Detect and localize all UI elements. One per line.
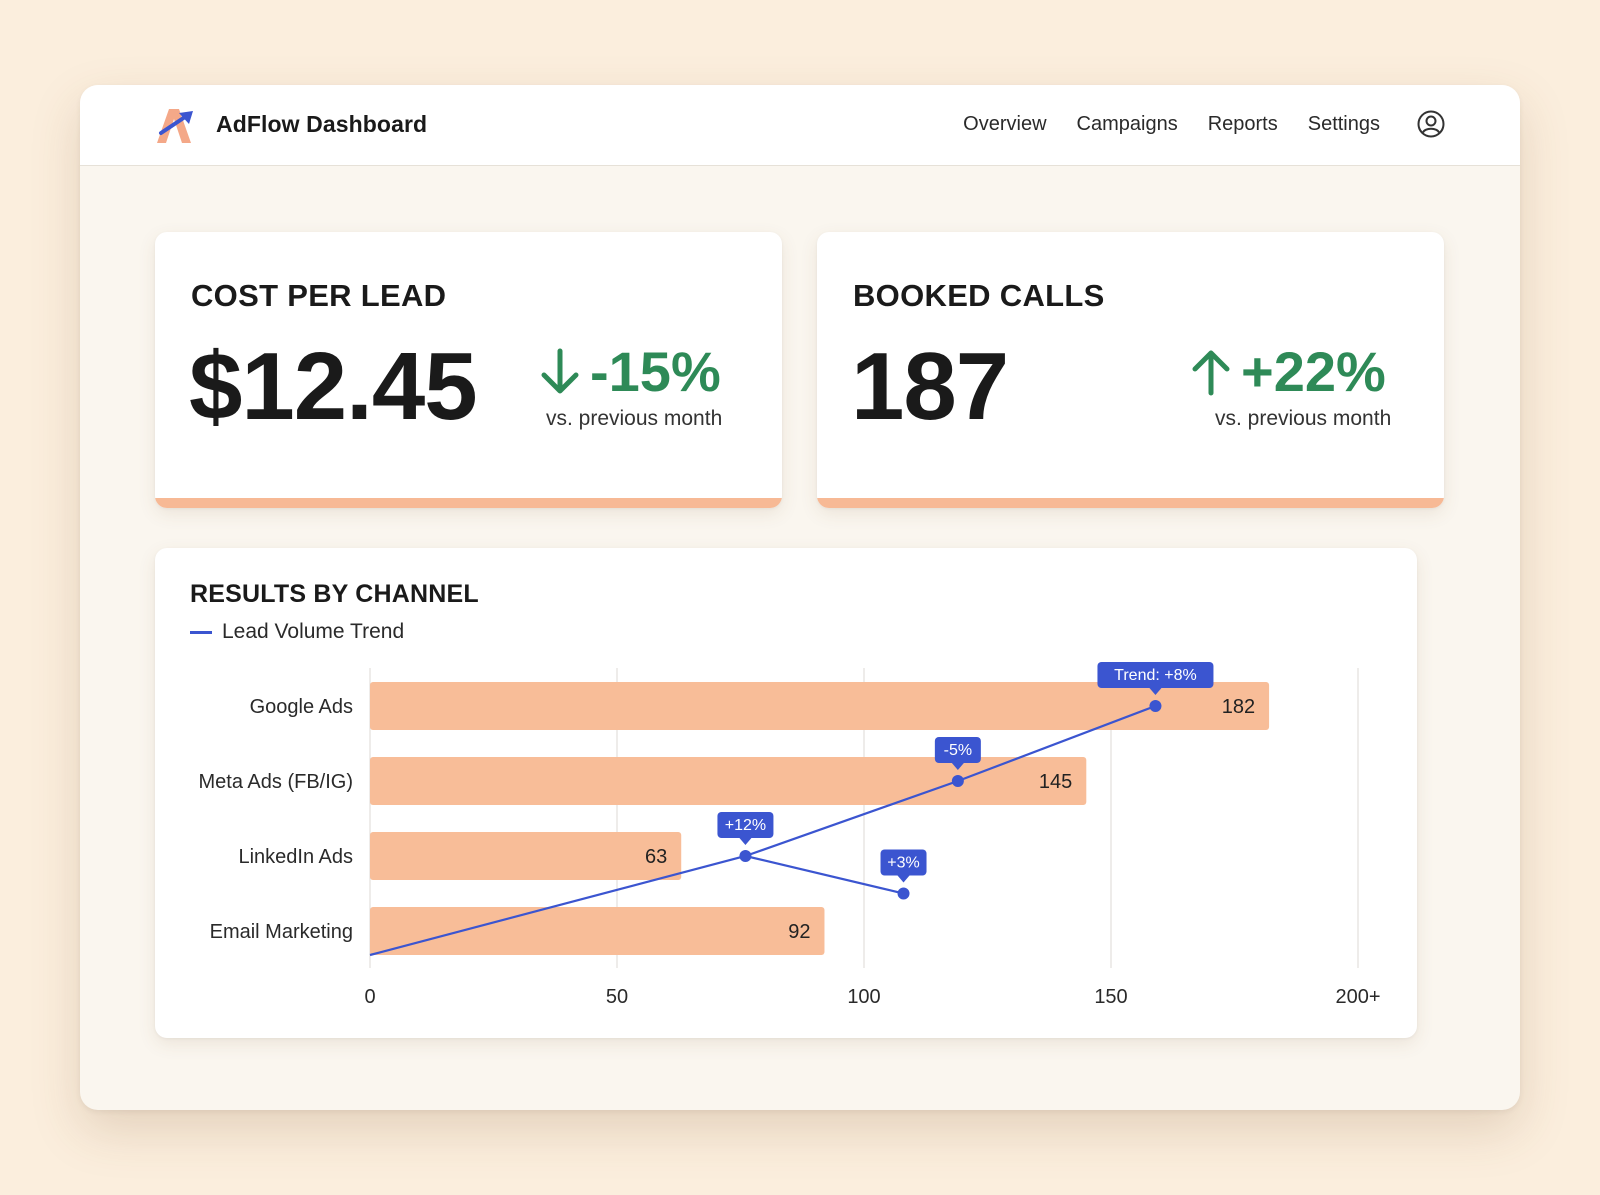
x-tick-label: 100 xyxy=(847,986,880,1008)
top-navbar: AdFlow Dashboard Overview Campaigns Repo… xyxy=(80,85,1520,166)
trend-point-label-bg xyxy=(934,737,981,763)
kpi-subtext: vs. previous month xyxy=(546,407,723,430)
nav-campaigns[interactable]: Campaigns xyxy=(1076,113,1178,135)
trend-point-label-pointer xyxy=(1149,688,1162,695)
trend-branch-label-pointer xyxy=(897,875,910,883)
bar xyxy=(370,832,682,880)
kpi-value: 187 xyxy=(851,333,1009,440)
nav-reports[interactable]: Reports xyxy=(1207,113,1278,135)
category-label: Meta Ads (FB/IG) xyxy=(199,771,353,793)
trend-point-label-pointer xyxy=(951,763,964,770)
bar-value-label: 182 xyxy=(1222,696,1255,718)
x-tick-label: 200+ xyxy=(1335,986,1380,1008)
app-title: AdFlow Dashboard xyxy=(216,111,428,137)
arrow-down-icon xyxy=(541,348,579,394)
legend-label: Lead Volume Trend xyxy=(222,620,405,643)
chart-legend: Lead Volume Trend xyxy=(190,620,404,644)
adflow-logo[interactable] xyxy=(155,105,199,145)
kpi-change: -15% xyxy=(538,342,721,402)
trend-branch-label: +3% xyxy=(887,855,919,872)
bar-chart: 0 50 100 150 200+ Google Ads 182 Meta Ads (FB/I… xyxy=(199,662,1381,1008)
x-tick-label: 50 xyxy=(606,986,628,1008)
kpi-change-value: -15% xyxy=(590,340,721,403)
kpi-title: BOOKED CALLS xyxy=(853,278,1105,313)
bar xyxy=(370,907,825,955)
results-by-channel-card: RESULTS BY CHANNEL Lead Volume Trend 0 50… xyxy=(155,548,1417,1038)
category-label: Google Ads xyxy=(250,696,353,718)
kpi-card-booked-calls: BOOKED CALLS 187 +22% vs. previous month xyxy=(817,232,1444,508)
accent-bar xyxy=(155,498,782,508)
category-label: LinkedIn Ads xyxy=(238,846,353,868)
trend-point-label: +12% xyxy=(725,817,766,834)
trend-point-label-pointer xyxy=(739,838,752,845)
chart-title: RESULTS BY CHANNEL xyxy=(190,580,479,608)
trend-branch-label-bg xyxy=(880,849,927,876)
bar xyxy=(370,757,1087,805)
bar-value-label: 63 xyxy=(645,846,667,868)
kpi-value: $12.45 xyxy=(189,333,478,440)
category-label: Email Marketing xyxy=(210,921,353,943)
trend-point xyxy=(739,850,752,862)
kpi-change-value: +22% xyxy=(1241,340,1386,403)
bar-value-label: 145 xyxy=(1039,771,1072,793)
nav-settings[interactable]: Settings xyxy=(1307,113,1380,135)
accent-bar xyxy=(817,498,1444,508)
trend-point xyxy=(951,775,964,787)
trend-point-label-bg xyxy=(1097,662,1214,688)
bar-value-label: 92 xyxy=(788,921,810,943)
user-circle-icon[interactable] xyxy=(1416,109,1446,139)
kpi-subtext: vs. previous month xyxy=(1215,407,1392,430)
trend-branch-point xyxy=(897,887,910,900)
main-nav: Overview Campaigns Reports Settings xyxy=(963,113,1380,136)
nav-overview[interactable]: Overview xyxy=(963,113,1047,135)
x-tick-label: 150 xyxy=(1094,986,1127,1008)
trend-point-label: -5% xyxy=(944,742,972,759)
trend-line xyxy=(369,704,1156,957)
trend-point-label-bg xyxy=(717,812,774,838)
trend-point xyxy=(1149,700,1162,712)
trend-branch-line xyxy=(745,854,904,895)
arrow-up-icon xyxy=(1192,350,1230,396)
kpi-card-cost-per-lead: COST PER LEAD $12.45 -15% vs. previous m… xyxy=(155,232,782,508)
legend-swatch xyxy=(190,630,212,634)
x-tick-label: 0 xyxy=(364,986,375,1008)
trend-point-label: Trend: +8% xyxy=(1114,667,1197,684)
dashboard-window: AdFlow Dashboard Overview Campaigns Repo… xyxy=(80,85,1520,1110)
kpi-title: COST PER LEAD xyxy=(191,278,447,313)
bar xyxy=(370,682,1270,730)
kpi-change: +22% xyxy=(1189,342,1386,402)
